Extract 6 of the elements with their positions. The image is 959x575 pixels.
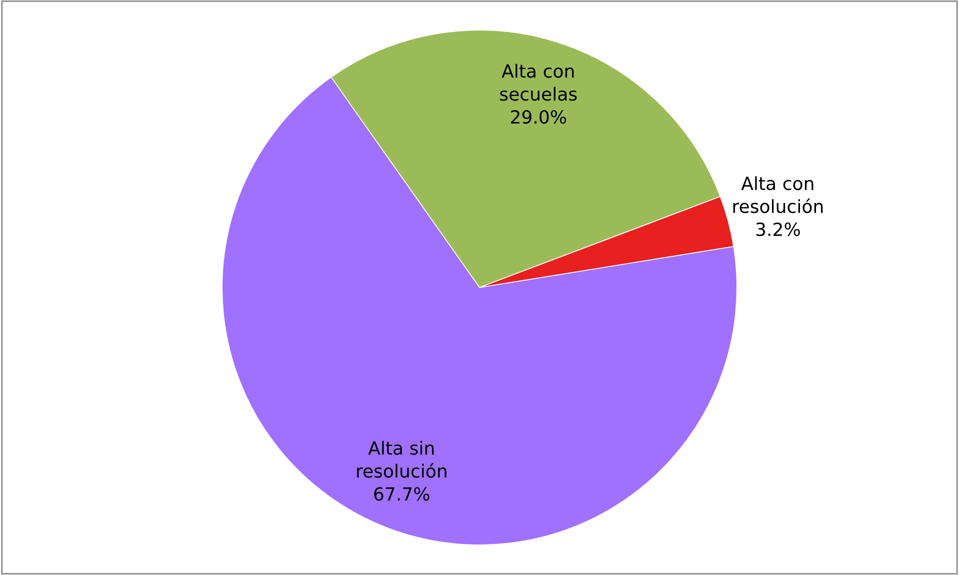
data-label: 29.0% [511, 110, 566, 124]
slice-label: Alta sin resolución [357, 440, 446, 478]
slice-label: Alta con secuelas [500, 64, 577, 101]
data-label: 67.7% [374, 487, 430, 501]
data-label: 3.2% [756, 222, 800, 236]
slice-label: Alta con resolución [733, 176, 823, 214]
